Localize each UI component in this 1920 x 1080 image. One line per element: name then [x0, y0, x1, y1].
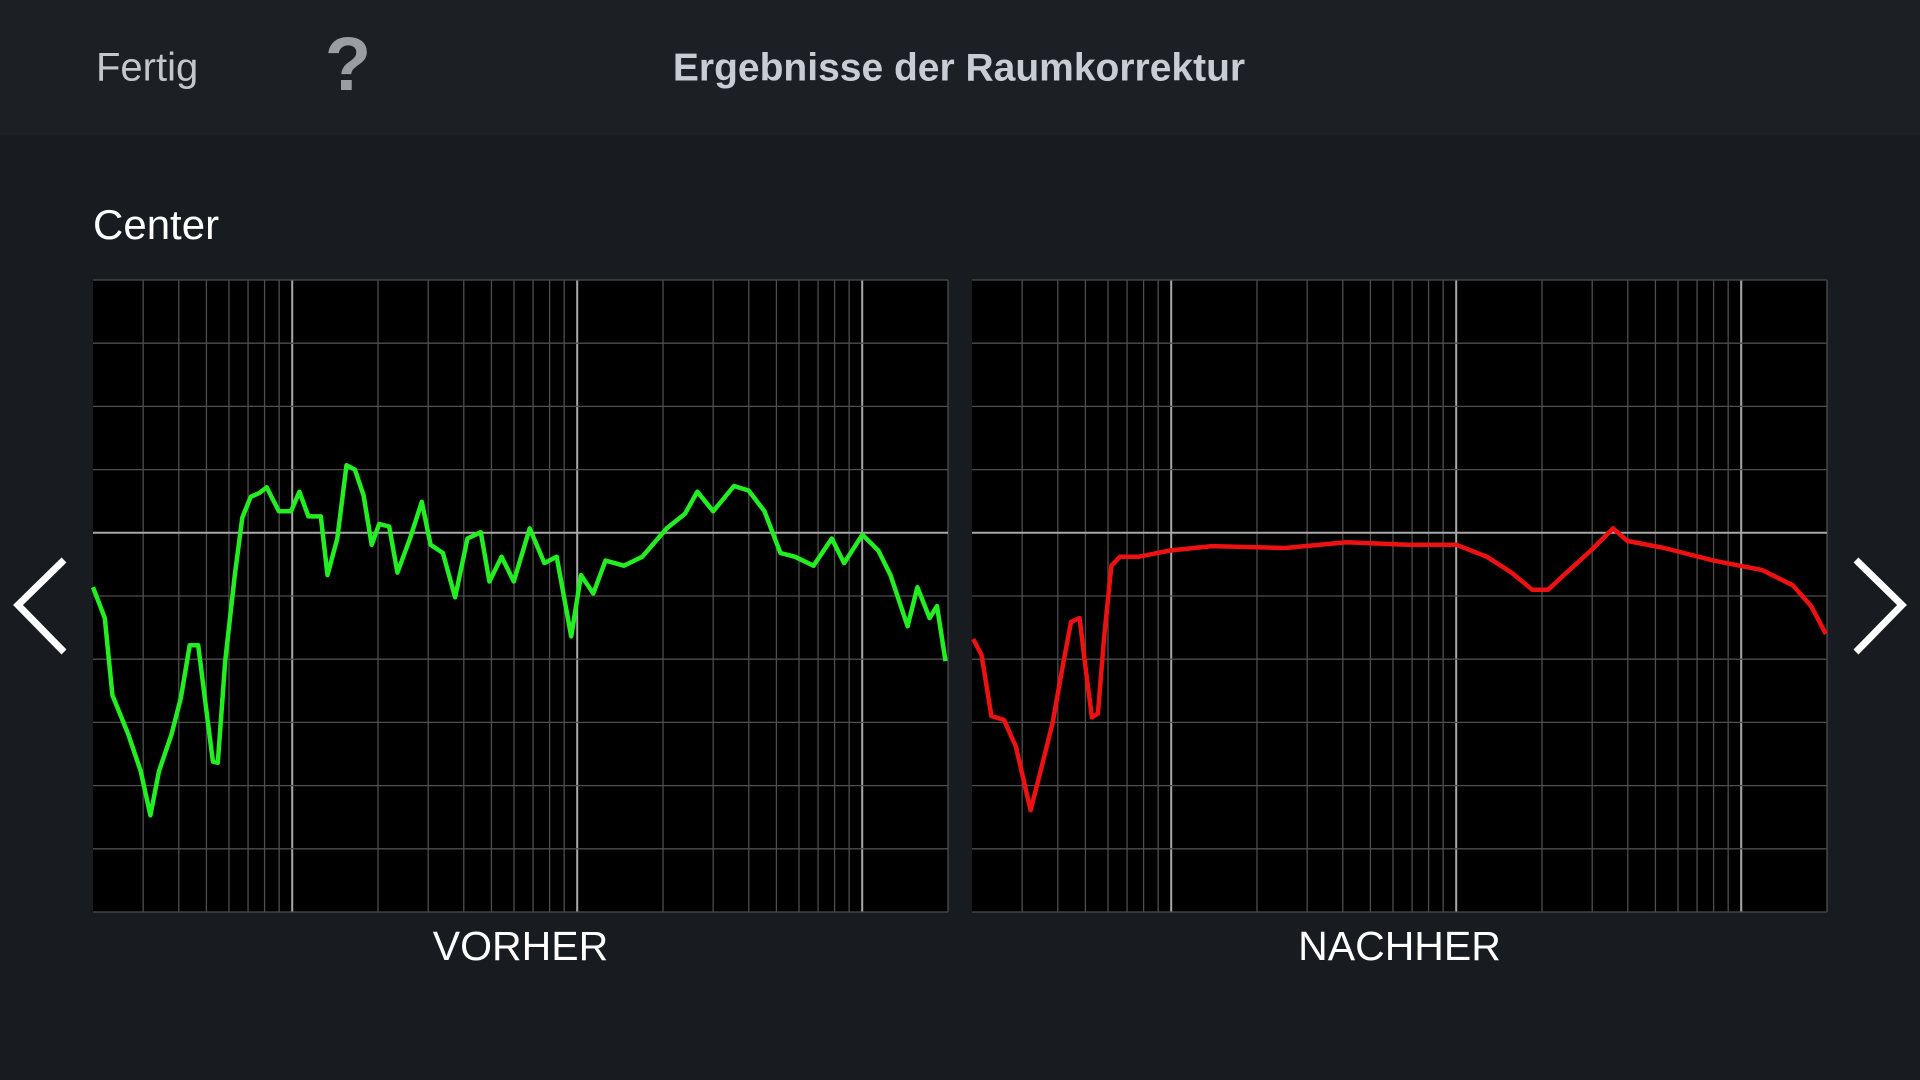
chart-caption: VORHER	[433, 923, 608, 969]
page-title: Ergebnisse der Raumkorrektur	[673, 46, 1245, 89]
frequency-response-line	[971, 526, 1828, 813]
charts: VORHER NACHHER	[90, 279, 1828, 969]
done-button[interactable]: Fertig	[96, 46, 198, 90]
chart-caption: NACHHER	[1298, 923, 1501, 969]
section-title: Center	[93, 201, 219, 248]
frequency-response-line	[90, 462, 948, 818]
chart-panel: NACHHER	[971, 279, 1828, 969]
header-bar	[0, 0, 1920, 135]
help-button[interactable]: ?	[325, 22, 371, 107]
next-arrow[interactable]	[1853, 557, 1907, 655]
previous-arrow[interactable]	[13, 557, 67, 655]
chart-panel: VORHER	[90, 279, 949, 969]
